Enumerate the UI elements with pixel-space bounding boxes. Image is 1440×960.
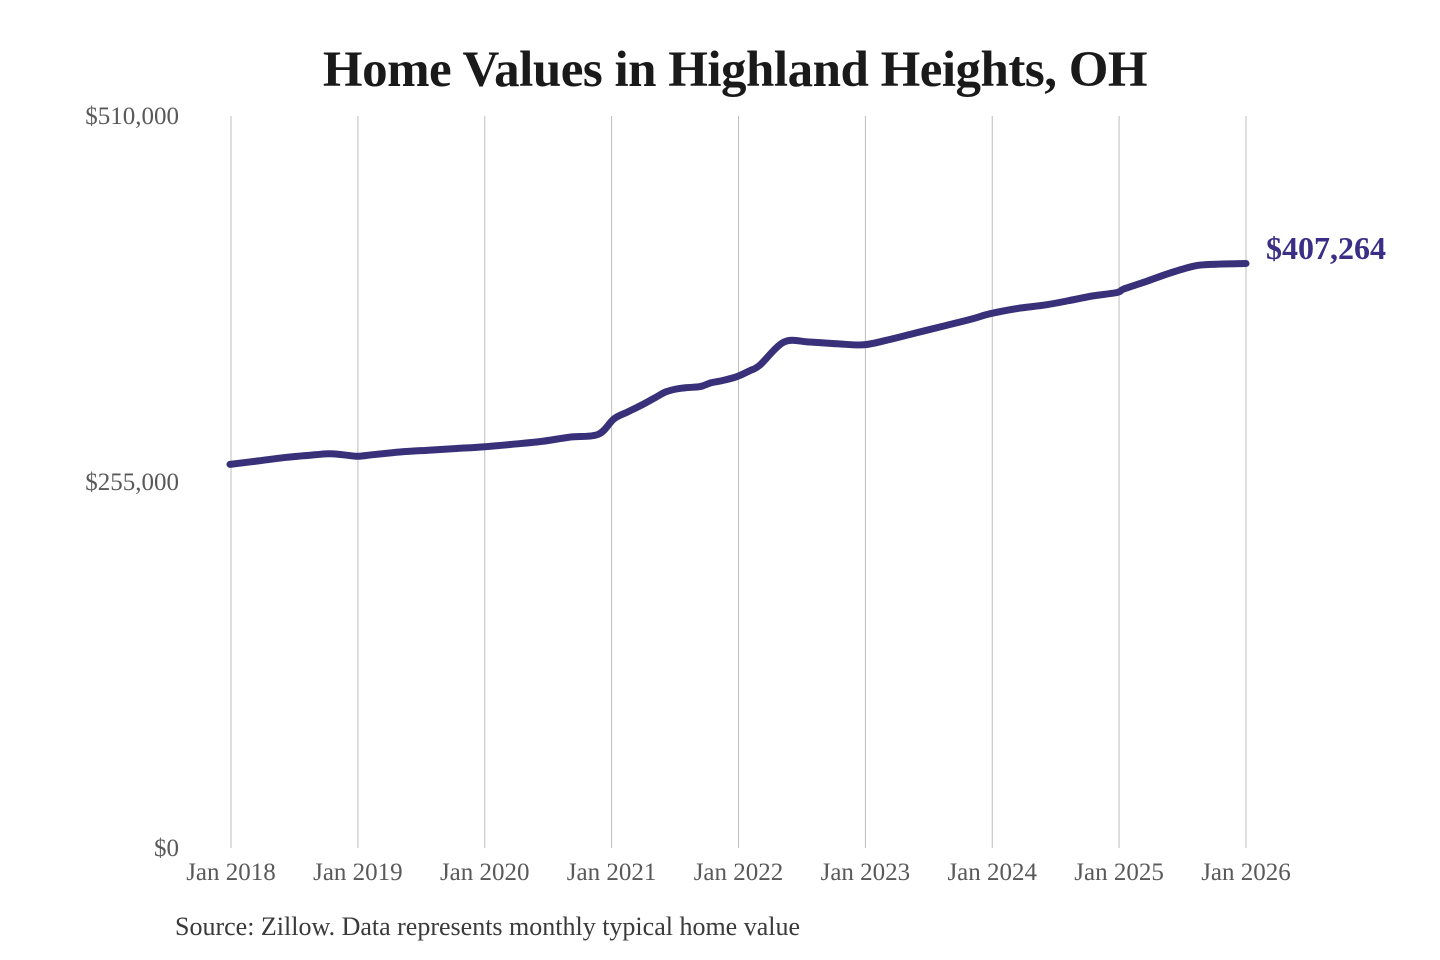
svg-text:Jan 2019: Jan 2019	[313, 859, 403, 886]
svg-text:Jan 2021: Jan 2021	[567, 859, 657, 886]
svg-text:Jan 2024: Jan 2024	[947, 859, 1037, 886]
svg-text:$0: $0	[154, 835, 179, 862]
svg-text:Jan 2018: Jan 2018	[186, 859, 276, 886]
svg-text:Jan 2020: Jan 2020	[440, 859, 530, 886]
svg-text:Jan 2022: Jan 2022	[694, 859, 784, 886]
svg-text:$407,264: $407,264	[1266, 230, 1386, 266]
svg-text:$255,000: $255,000	[85, 469, 179, 496]
svg-text:$510,000: $510,000	[85, 103, 179, 130]
svg-text:Jan 2023: Jan 2023	[821, 859, 911, 886]
svg-text:Jan 2025: Jan 2025	[1074, 859, 1164, 886]
svg-text:Jan 2026: Jan 2026	[1201, 859, 1291, 886]
